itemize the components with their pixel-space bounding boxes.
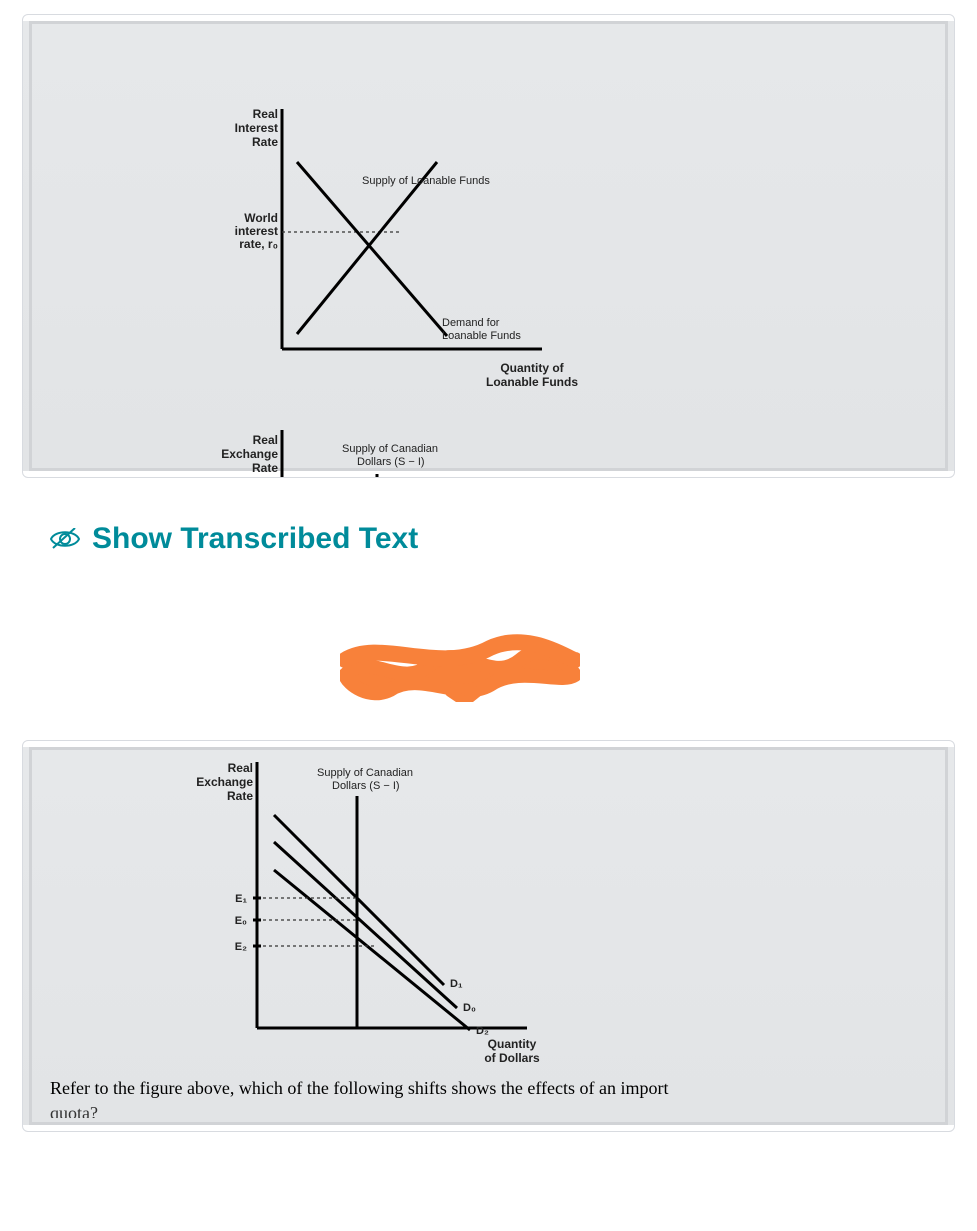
chart2-ytick-0: E₁ — [235, 893, 247, 905]
chart1-world-1: World — [244, 211, 278, 225]
chart1-ylabel-3: Rate — [252, 135, 278, 149]
chart2-xlabel-2: of Dollars — [484, 1051, 540, 1065]
chart2p-supply-2: Dollars (S − I) — [357, 456, 425, 468]
chart1-world-3: rate, r₀ — [239, 237, 278, 251]
chart1-ylabel-1: Real — [253, 107, 278, 121]
eye-icon — [48, 522, 82, 556]
top-chart-strip: Real Interest Rate Supply of Loanable Fu… — [23, 21, 954, 471]
chart1-world-2: interest — [235, 224, 278, 238]
chart1-demand-label-1: Demand for — [442, 317, 500, 329]
show-transcribed-text-link[interactable]: Show Transcribed Text — [0, 492, 977, 580]
scribble-region — [0, 630, 977, 710]
chart2p-ylabel-3: Rate — [252, 461, 278, 475]
question-text: Refer to the figure above, which of the … — [32, 1070, 945, 1103]
bottom-panel: Real Exchange Rate Supply of Canadian Do… — [22, 740, 955, 1132]
orange-scribble-icon — [340, 630, 580, 702]
page-root: Real Interest Rate Supply of Loanable Fu… — [0, 14, 977, 1132]
exchange-rate-chart-partial: Real Exchange Rate Supply of Canadian Do… — [202, 422, 842, 478]
chart2p-supply-1: Supply of Canadian — [342, 443, 438, 455]
chart2-ytick-1: E₀ — [235, 915, 247, 927]
loanable-funds-chart: Real Interest Rate Supply of Loanable Fu… — [202, 104, 842, 404]
chart2-d0: D₀ — [463, 1002, 476, 1014]
question-text-cutoff: quota? — [32, 1103, 945, 1118]
chart2-d1: D₁ — [450, 978, 463, 990]
bottom-chart-container: Real Exchange Rate Supply of Canadian Do… — [29, 747, 948, 1125]
chart2-xlabel-1: Quantity — [488, 1037, 537, 1051]
bottom-chart-strip: Real Exchange Rate Supply of Canadian Do… — [23, 747, 954, 1125]
chart2-d2: D₂ — [476, 1025, 489, 1037]
chart2-ylabel-1: Real — [228, 761, 253, 775]
chart2p-ylabel-1: Real — [253, 433, 278, 447]
chart2p-ylabel-2: Exchange — [221, 447, 278, 461]
chart1-xlabel-2: Loanable Funds — [486, 375, 578, 389]
chart2-ylabel-2: Exchange — [196, 775, 253, 789]
chart2-ylabel-3: Rate — [227, 789, 253, 803]
show-transcribed-text-label: Show Transcribed Text — [92, 522, 418, 556]
top-chart-container: Real Interest Rate Supply of Loanable Fu… — [29, 21, 948, 471]
chart1-ylabel-2: Interest — [235, 121, 278, 135]
chart1-xlabel-1: Quantity of — [500, 361, 564, 375]
chart1-supply-label: Supply of Loanable Funds — [362, 175, 490, 187]
chart2-ytick-2: E₂ — [235, 941, 247, 953]
exchange-rate-chart: Real Exchange Rate Supply of Canadian Do… — [182, 750, 822, 1070]
chart2-supply-1: Supply of Canadian — [317, 767, 413, 779]
chart1-demand-label-2: Loanable Funds — [442, 330, 521, 342]
chart2-supply-2: Dollars (S − I) — [332, 780, 400, 792]
top-panel: Real Interest Rate Supply of Loanable Fu… — [22, 14, 955, 478]
